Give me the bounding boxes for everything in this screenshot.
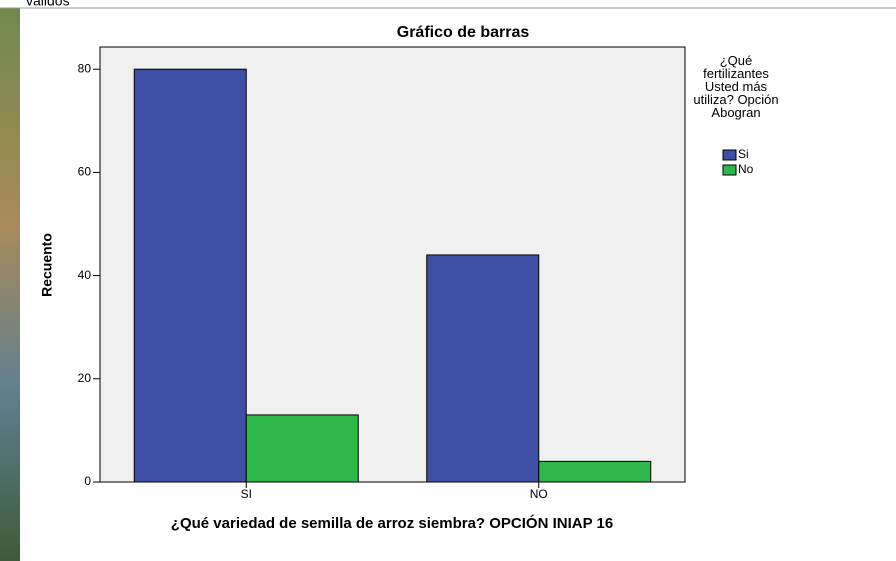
legend-title: ¿Qué fertilizantes Usted más utiliza? Op… bbox=[693, 53, 779, 120]
chart-title: Gráfico de barras bbox=[397, 24, 530, 41]
table-strip bbox=[0, 0, 896, 8]
y-tick-label: 40 bbox=[78, 268, 92, 282]
x-axis-label: ¿Qué variedad de semilla de arroz siembr… bbox=[170, 515, 614, 532]
bar bbox=[133, 68, 247, 483]
legend-label: No bbox=[738, 162, 754, 176]
y-tick-label: 60 bbox=[78, 165, 92, 179]
bar bbox=[538, 460, 652, 483]
background-photo bbox=[0, 0, 20, 561]
bar bbox=[245, 414, 359, 483]
y-axis-label: Recuento bbox=[39, 233, 55, 297]
y-tick-label: 80 bbox=[78, 61, 92, 75]
x-tick-label: NO bbox=[530, 487, 548, 501]
legend-swatch bbox=[722, 164, 737, 176]
header-text: válidos bbox=[26, 0, 70, 9]
y-tick-label: 0 bbox=[84, 474, 91, 488]
bar bbox=[426, 254, 540, 483]
y-tick-label: 20 bbox=[78, 371, 92, 385]
legend-label: Si bbox=[738, 147, 749, 161]
legend-swatch bbox=[722, 149, 737, 161]
x-tick-label: SI bbox=[241, 487, 252, 501]
